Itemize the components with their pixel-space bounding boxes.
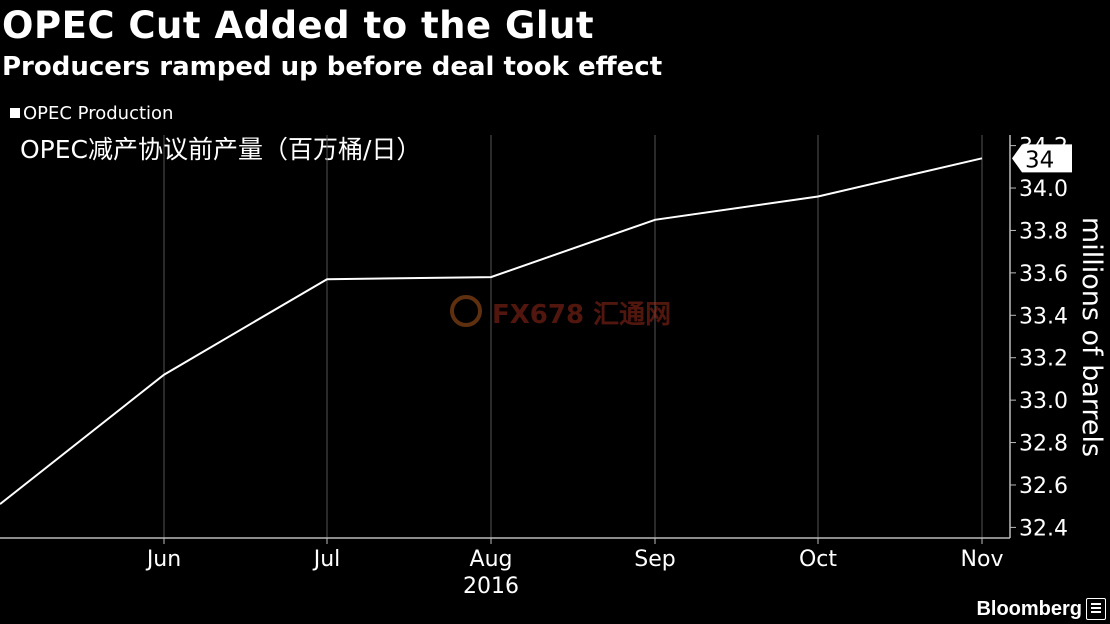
- x-tick-label-jun: Jun: [145, 547, 181, 572]
- x-tick-label-nov: Nov: [961, 547, 1004, 572]
- watermark: FX678 汇通网: [450, 294, 671, 331]
- y-tick-label: 33.6: [1019, 262, 1068, 287]
- watermark-text: FX678 汇通网: [492, 300, 672, 330]
- y-tick-label: 33.2: [1019, 347, 1068, 372]
- chinese-annotation: OPEC减产协议前产量（百万桶/日）: [20, 135, 422, 164]
- y-tick-label: 34.0: [1019, 177, 1068, 202]
- y-tick-label: 33.4: [1019, 304, 1068, 329]
- last-value-label: 34: [1025, 147, 1054, 173]
- x-tick-label-jul: Jul: [312, 547, 341, 572]
- legend-swatch: [10, 108, 20, 118]
- y-tick-label: 33.8: [1019, 219, 1068, 244]
- x-tick-label-sep: Sep: [634, 547, 675, 572]
- legend-label: OPEC Production: [23, 103, 174, 124]
- chart-subtitle: Producers ramped up before deal took eff…: [2, 52, 663, 82]
- y-tick-label: 33.0: [1019, 389, 1068, 414]
- y-axis-label: millions of barrels: [1076, 217, 1107, 457]
- terminal-icon: [1086, 598, 1106, 620]
- bloomberg-logo: Bloomberg: [976, 598, 1082, 620]
- watermark-logo-icon: [450, 295, 482, 327]
- y-tick-label: 32.6: [1019, 474, 1068, 499]
- last-value-tag: [1012, 144, 1072, 173]
- legend: OPEC Production: [10, 103, 173, 124]
- x-tick-label-aug: Aug: [470, 547, 513, 572]
- y-tick-label: 32.8: [1019, 432, 1068, 457]
- chart-title: OPEC Cut Added to the Glut: [2, 4, 595, 47]
- x-tick-label-oct: Oct: [799, 547, 837, 572]
- y-tick-label: 32.4: [1019, 516, 1068, 541]
- x-year-label: 2016: [463, 574, 519, 599]
